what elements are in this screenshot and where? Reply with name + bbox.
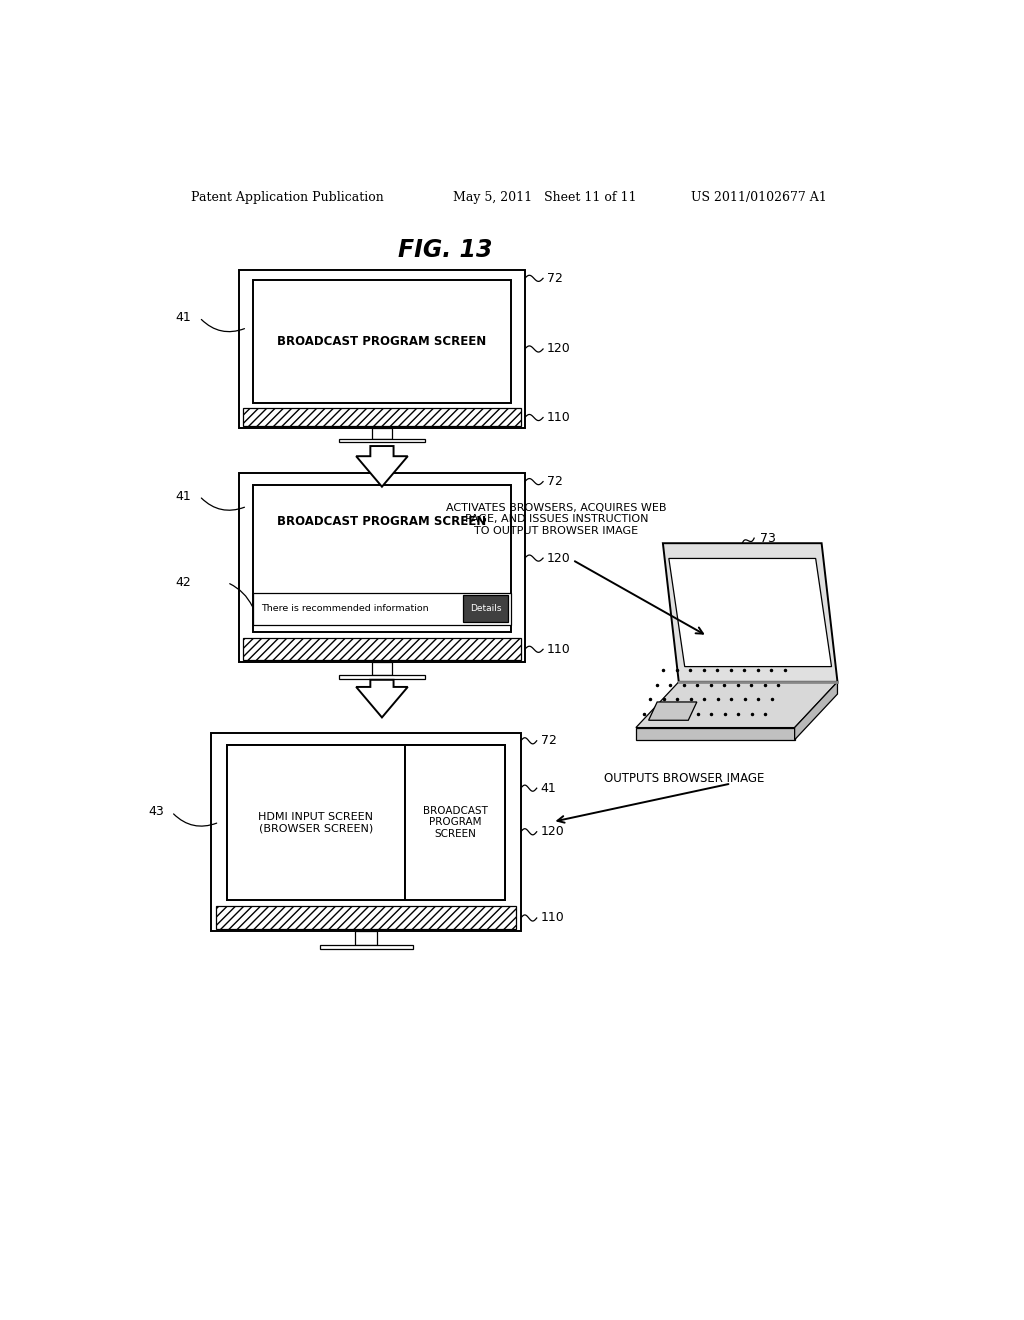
Bar (339, 438, 425, 442)
Bar (355, 931, 377, 945)
Bar (339, 675, 425, 678)
Bar (240, 271, 524, 428)
Text: US 2011/0102677 A1: US 2011/0102677 A1 (691, 190, 827, 203)
Bar (372, 428, 392, 438)
Text: 110: 110 (547, 643, 570, 656)
Text: BROADCAST PROGRAM SCREEN: BROADCAST PROGRAM SCREEN (278, 515, 486, 528)
Bar (372, 661, 392, 675)
Text: ACTIVATES BROWSERS, ACQUIRES WEB
PAGE, AND ISSUES INSTRUCTION
TO OUTPUT BROWSER : ACTIVATES BROWSERS, ACQUIRES WEB PAGE, A… (446, 503, 667, 536)
Bar (244, 408, 520, 426)
Text: 72: 72 (547, 272, 563, 285)
Bar (211, 733, 521, 931)
Text: 41: 41 (176, 490, 191, 503)
Text: OUTPUTS BROWSER IMAGE: OUTPUTS BROWSER IMAGE (604, 772, 765, 785)
Text: Patent Application Publication: Patent Application Publication (191, 190, 384, 203)
Bar (253, 280, 511, 404)
Bar (216, 906, 516, 929)
Text: There is recommended information: There is recommended information (261, 605, 429, 614)
Text: Details: Details (470, 605, 501, 614)
Bar (253, 593, 511, 624)
Text: 41: 41 (541, 781, 556, 795)
Text: 73: 73 (761, 532, 776, 545)
Text: HDMI INPUT SCREEN
(BROWSER SCREEN): HDMI INPUT SCREEN (BROWSER SCREEN) (258, 812, 374, 833)
Text: May 5, 2011   Sheet 11 of 11: May 5, 2011 Sheet 11 of 11 (454, 190, 637, 203)
Polygon shape (669, 558, 831, 667)
Text: 41: 41 (176, 312, 191, 323)
Text: 42: 42 (176, 576, 191, 589)
Text: 72: 72 (541, 734, 557, 747)
Text: BROADCAST PROGRAM SCREEN: BROADCAST PROGRAM SCREEN (278, 335, 486, 348)
Bar (244, 638, 520, 660)
Text: 43: 43 (147, 805, 164, 818)
Polygon shape (636, 727, 795, 739)
Bar (253, 484, 511, 632)
Polygon shape (356, 680, 408, 718)
Text: 110: 110 (547, 411, 570, 424)
Text: 120: 120 (541, 825, 564, 838)
Bar (319, 945, 413, 949)
Bar (406, 744, 506, 900)
Text: 110: 110 (541, 912, 564, 924)
Text: FIG. 13: FIG. 13 (398, 238, 493, 261)
Text: BROADCAST
PROGRAM
SCREEN: BROADCAST PROGRAM SCREEN (423, 805, 487, 840)
Polygon shape (648, 702, 697, 721)
Bar (240, 474, 524, 661)
Text: 120: 120 (547, 552, 570, 565)
Text: 72: 72 (547, 475, 563, 488)
Bar (463, 595, 508, 623)
Bar (226, 744, 406, 900)
Polygon shape (663, 544, 838, 682)
Bar (226, 744, 506, 900)
Polygon shape (636, 682, 838, 727)
Text: 120: 120 (547, 342, 570, 355)
Polygon shape (356, 446, 408, 487)
Polygon shape (795, 682, 838, 739)
